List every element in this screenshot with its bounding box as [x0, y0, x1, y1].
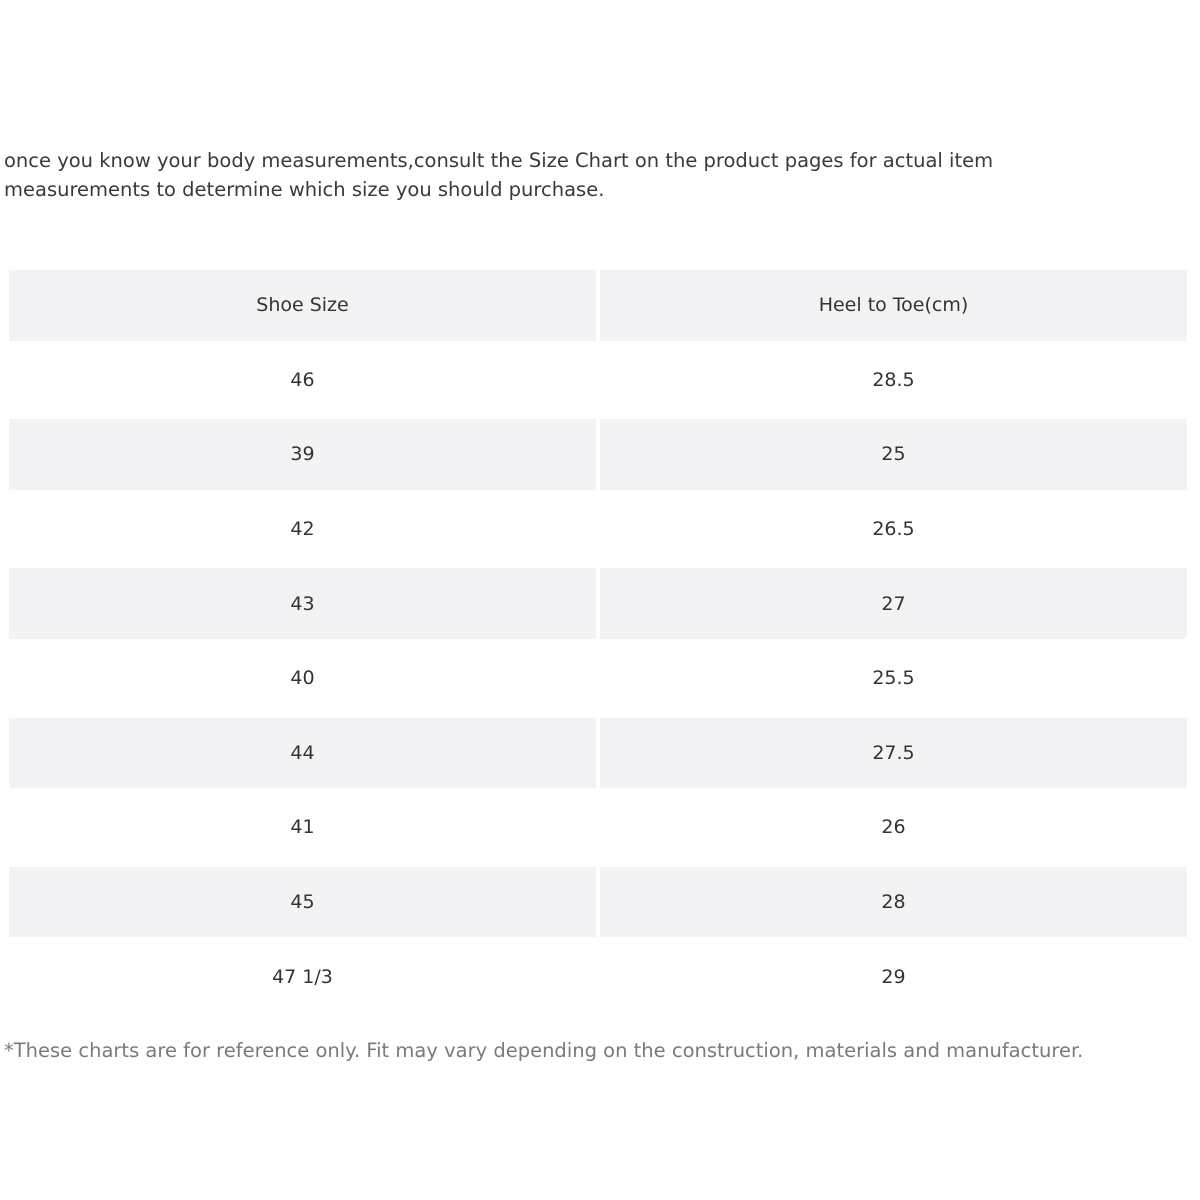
cell-shoe-size: 46 [290, 368, 315, 391]
cell-shoe-size: 45 [9, 866, 596, 938]
table-row: 47 1/3 29 [9, 941, 1187, 1012]
cell-heel-to-toe: 26.5 [872, 518, 915, 541]
header-shoe-size: Shoe Size [9, 270, 596, 341]
cell-heel-to-toe: 25.5 [872, 667, 915, 690]
cell-heel-to-toe: 25 [600, 419, 1187, 490]
cell-shoe-size: 40 [290, 667, 315, 690]
cell-shoe-size: 47 1/3 [272, 965, 333, 988]
cell-shoe-size: 43 [9, 568, 596, 639]
table-row: 42 26.5 [9, 494, 1187, 565]
cell-heel-to-toe: 26 [881, 816, 906, 839]
table-row: 46 28.5 [9, 345, 1187, 416]
size-chart-table: Shoe Size Heel to Toe(cm) 46 28.5 39 25 42 26… [5, 266, 1191, 1016]
footnote: *These charts are for reference only. Fi… [4, 1039, 1084, 1062]
header-heel-to-toe: Heel to Toe(cm) [600, 270, 1187, 341]
table-row: 44 27.5 [9, 717, 1187, 789]
table-row: 40 25.5 [9, 643, 1187, 714]
table-row: 41 26 [9, 792, 1187, 863]
cell-shoe-size: 44 [9, 717, 596, 789]
table-row: 45 28 [9, 866, 1187, 938]
cell-heel-to-toe: 28.5 [872, 368, 915, 391]
cell-heel-to-toe: 27.5 [600, 717, 1187, 789]
cell-shoe-size: 42 [290, 518, 315, 541]
table-row: 43 27 [9, 568, 1187, 639]
cell-heel-to-toe: 27 [600, 568, 1187, 639]
table-header-row: Shoe Size Heel to Toe(cm) [9, 270, 1187, 341]
cell-heel-to-toe: 28 [600, 866, 1187, 938]
cell-shoe-size: 39 [9, 419, 596, 490]
table-row: 39 25 [9, 419, 1187, 490]
cell-heel-to-toe: 29 [881, 965, 906, 988]
cell-shoe-size: 41 [290, 816, 315, 839]
intro-text: once you know your body measurements,con… [4, 149, 994, 201]
